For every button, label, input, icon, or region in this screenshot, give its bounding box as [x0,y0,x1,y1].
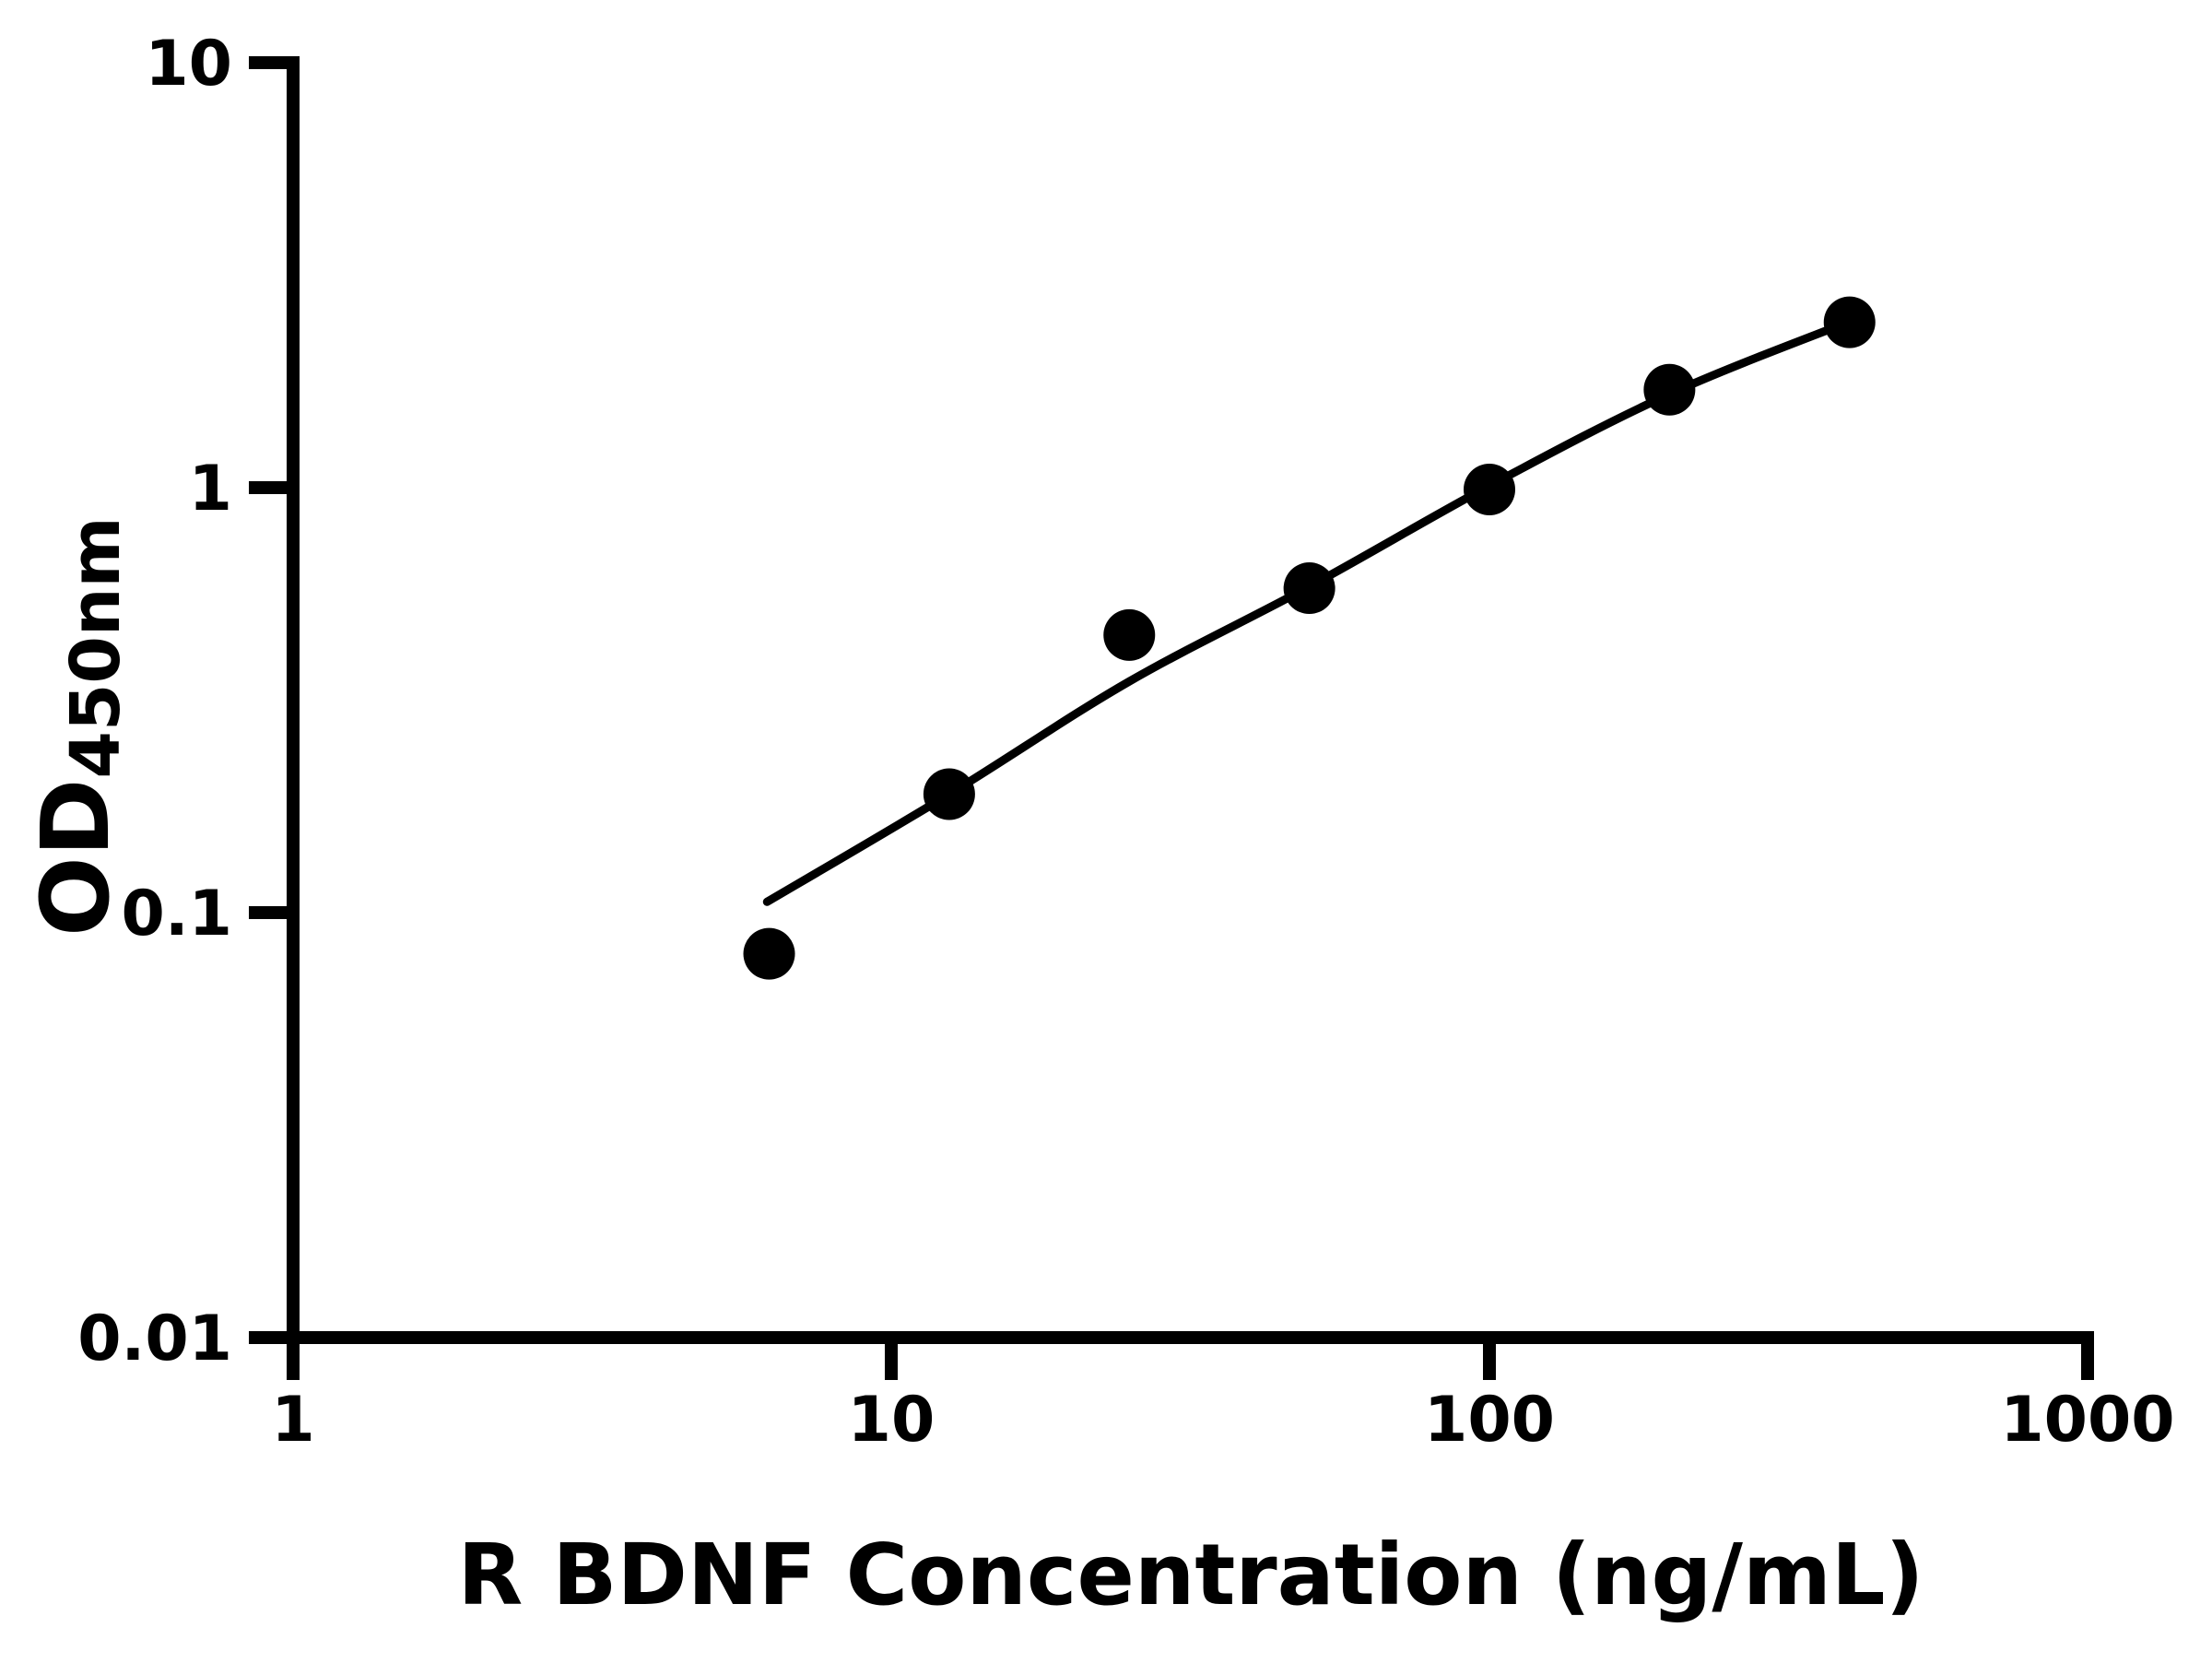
y-tick-label: 0.1 [122,878,232,950]
data-point [1823,296,1876,348]
data-points [743,296,1876,980]
x-tick-label: 10 [848,1384,935,1457]
x-axis-title: R BDNF Concentration (ng/mL) [457,1526,1924,1624]
y-tick-label: 0.01 [77,1303,232,1375]
x-tick-label: 1 [271,1384,314,1457]
y-axis-ticks: 10 1 0.1 0.01 [77,28,287,1375]
data-point [1643,363,1696,416]
data-point [923,768,975,820]
x-tick-label: 1000 [2000,1384,2174,1457]
data-point [743,927,795,980]
y-axis-title-subscript: 450nm [56,516,135,778]
y-tick-label: 10 [145,28,232,100]
x-axis-ticks: 1 10 100 1000 [271,1338,2175,1457]
data-point [1103,608,1156,661]
y-axis-title-main: OD [21,779,131,937]
y-axis-title: OD450nm [21,516,135,937]
data-point [1283,562,1335,615]
y-tick-label: 1 [189,453,232,525]
data-point [1464,464,1515,516]
x-tick-label: 100 [1424,1384,1555,1457]
